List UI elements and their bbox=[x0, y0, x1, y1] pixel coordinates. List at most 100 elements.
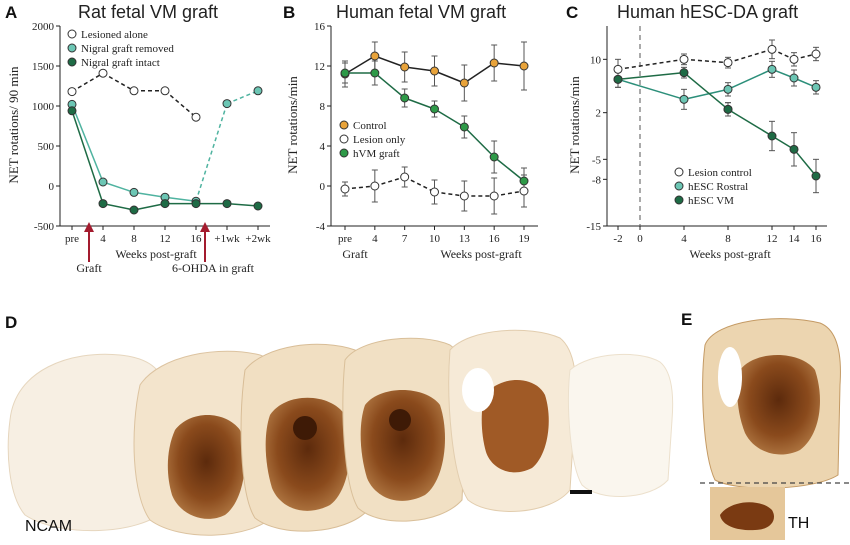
data-point bbox=[679, 68, 689, 78]
legend-marker-hesc-vm bbox=[674, 195, 684, 205]
data-point bbox=[723, 58, 733, 68]
legend-nigral-graft-intact: Nigral graft intact bbox=[81, 57, 160, 69]
series-line-segment bbox=[683, 88, 729, 101]
data-point bbox=[430, 104, 439, 114]
y-tick-label: -8 bbox=[592, 174, 602, 186]
data-point bbox=[519, 176, 529, 186]
data-point bbox=[789, 73, 799, 83]
panel-title-c: Human hESC-DA graft bbox=[617, 2, 799, 22]
data-point bbox=[370, 68, 380, 78]
data-point bbox=[98, 199, 108, 209]
panel-letter-d: D bbox=[5, 313, 18, 332]
ohda-arrowhead bbox=[200, 222, 210, 232]
data-point bbox=[67, 87, 77, 97]
series-line-segment bbox=[463, 126, 495, 158]
data-point bbox=[459, 78, 469, 88]
panel-title-a: Rat fetal VM graft bbox=[78, 2, 219, 22]
series-line-segment bbox=[344, 185, 375, 190]
legend-control: Control bbox=[353, 120, 387, 132]
brain-section-6 bbox=[568, 354, 674, 497]
y-tick-label: 1000 bbox=[32, 101, 55, 113]
data-point bbox=[222, 199, 232, 209]
series-line-segment bbox=[164, 90, 197, 118]
series-line-segment bbox=[133, 202, 166, 211]
data-point bbox=[679, 94, 689, 104]
data-point bbox=[459, 122, 469, 132]
data-point bbox=[67, 106, 77, 116]
legend-marker-hesc-rostral bbox=[674, 181, 684, 191]
legend-marker-nigral-graft-intact bbox=[67, 57, 77, 67]
data-point bbox=[129, 187, 139, 197]
series-line-segment bbox=[617, 71, 685, 81]
x-tick-label: +1wk bbox=[214, 233, 240, 245]
data-point bbox=[129, 205, 139, 215]
series-line-segment bbox=[102, 202, 135, 211]
series-line-segment bbox=[617, 58, 685, 71]
panel-letter-b: B bbox=[283, 3, 296, 22]
x-tick-label: 16 bbox=[191, 233, 203, 245]
x-tick-label: 19 bbox=[519, 233, 531, 245]
data-point bbox=[160, 199, 170, 209]
series-line-segment bbox=[727, 68, 773, 91]
y-tick-label: -15 bbox=[586, 221, 601, 233]
y-axis-label-a: NET rotations/ 90 min bbox=[6, 66, 21, 184]
data-point bbox=[400, 62, 410, 72]
y-tick-label: 2000 bbox=[32, 21, 55, 33]
legend-hesc-vm: hESC VM bbox=[688, 195, 734, 207]
x-tick-label: 13 bbox=[459, 233, 471, 245]
series-line-segment bbox=[164, 196, 197, 202]
x-axis-label-b: Weeks post-graft bbox=[440, 247, 522, 261]
x-tick-label: 16 bbox=[811, 233, 823, 245]
x-axis-label-c: Weeks post-graft bbox=[689, 247, 771, 261]
data-point bbox=[430, 187, 439, 197]
data-point bbox=[811, 49, 821, 59]
data-point bbox=[400, 172, 410, 182]
y-tick-label: -500 bbox=[34, 221, 55, 233]
series-line-segment bbox=[434, 191, 465, 197]
legend-marker-nigral-graft-removed bbox=[67, 43, 77, 53]
x-tick-label: 7 bbox=[402, 233, 408, 245]
data-point bbox=[767, 44, 777, 54]
legend-marker-hvm-graft bbox=[339, 148, 349, 158]
series-line-segment bbox=[493, 156, 525, 182]
y-tick-label: 8 bbox=[320, 101, 326, 113]
panel-title-b: Human fetal VM graft bbox=[336, 2, 507, 22]
data-point bbox=[191, 199, 201, 209]
data-point bbox=[679, 54, 689, 64]
graft-core-4 bbox=[389, 409, 411, 431]
x-tick-label: 12 bbox=[160, 233, 171, 245]
series-line-segment bbox=[374, 55, 405, 68]
legend-marker-lesion-only bbox=[339, 134, 349, 144]
data-point bbox=[789, 54, 799, 64]
x-tick-label: 4 bbox=[100, 233, 106, 245]
series-line-segment bbox=[71, 104, 104, 183]
data-point bbox=[191, 112, 201, 122]
data-point bbox=[370, 51, 380, 61]
series-line-segment bbox=[195, 103, 228, 202]
series-line-segment bbox=[374, 176, 405, 187]
graft-arrowhead-a bbox=[84, 222, 94, 232]
y-tick-label: 1500 bbox=[32, 61, 55, 73]
data-point bbox=[519, 186, 529, 196]
data-point bbox=[489, 152, 499, 162]
legend-lesion-control: Lesion control bbox=[688, 167, 752, 179]
legend-hesc-rostral: hESC Rostral bbox=[688, 181, 748, 193]
data-point bbox=[489, 191, 499, 201]
y-tick-label: 16 bbox=[314, 21, 326, 33]
series-line-segment bbox=[434, 108, 465, 128]
data-point bbox=[519, 61, 529, 71]
series-line-segment bbox=[494, 190, 525, 197]
series-line-segment bbox=[71, 110, 104, 204]
data-point bbox=[129, 86, 139, 96]
th-section bbox=[700, 318, 850, 540]
y-tick-label: 2 bbox=[596, 108, 602, 120]
chart-hesc-da: -15 -8 -5 2 10 -2 0 4 8 12 14 16 Lesion control hES… bbox=[567, 26, 827, 261]
legend-lesion-only: Lesion only bbox=[353, 134, 406, 146]
x-tick-label: +2wk bbox=[245, 233, 271, 245]
data-point bbox=[430, 66, 439, 76]
th-ventricle bbox=[718, 347, 742, 407]
series-line-segment bbox=[793, 148, 817, 177]
th-inset-stain bbox=[720, 502, 775, 531]
legend-lesioned-alone: Lesioned alone bbox=[81, 29, 148, 41]
annotation-graft-a: Graft bbox=[76, 261, 102, 275]
